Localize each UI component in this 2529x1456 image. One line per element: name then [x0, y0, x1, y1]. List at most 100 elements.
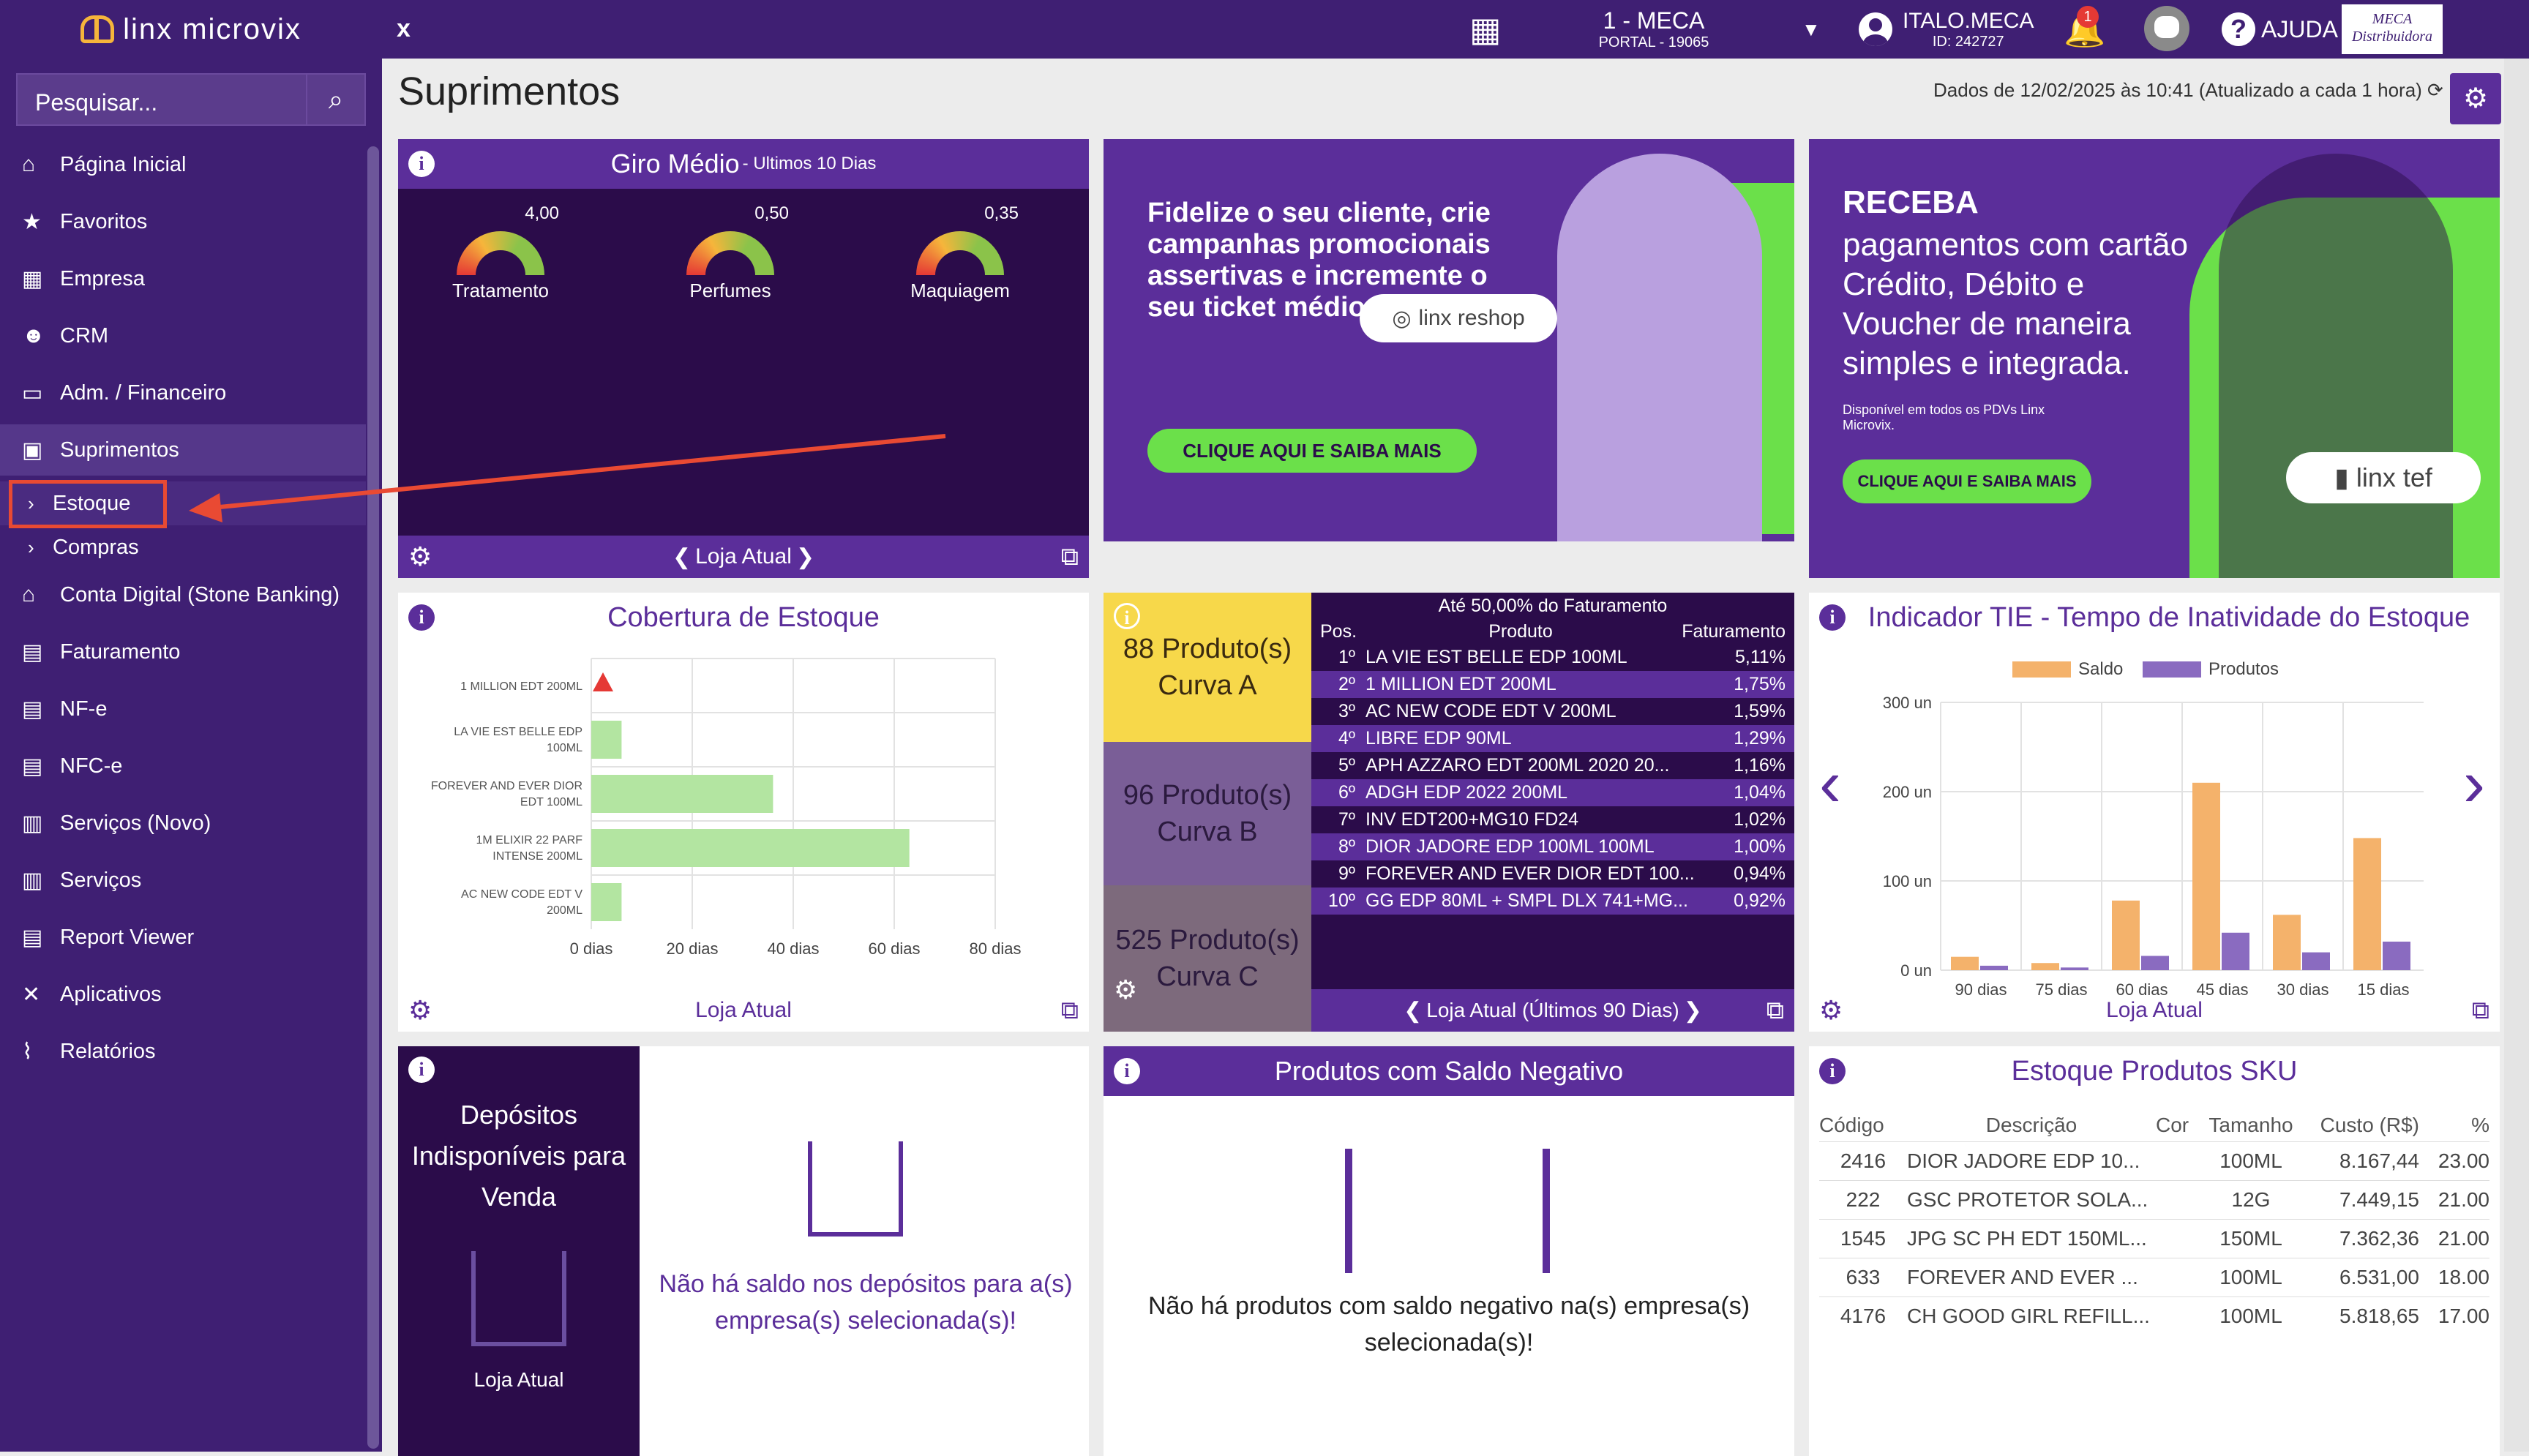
help-button[interactable]: ? AJUDA [2222, 0, 2338, 59]
store-selector[interactable]: 1 - MECA PORTAL - 19065 [1573, 0, 1734, 59]
sidebar-item-label: Compras [53, 535, 139, 559]
cell: 1,00% [1734, 836, 1786, 857]
external-link-icon[interactable]: ⧉ [1766, 996, 1784, 1024]
table-row[interactable]: 4º LIBRE EDP 90ML 1,29% [1311, 725, 1794, 752]
table-row[interactable]: 1545 JPG SC PH EDT 150ML... 150ML 7.362,36 2… [1819, 1218, 2489, 1258]
panel-title: Cobertura de Estoque [607, 601, 880, 633]
search-icon[interactable]: ⌕ [307, 73, 366, 126]
building-icon[interactable]: ▦ [1469, 10, 1502, 48]
table-row[interactable]: 7º INV EDT200+MG10 FD24 1,02% [1311, 806, 1794, 833]
curva-c-block[interactable]: 525 Produto(s) Curva C [1104, 885, 1311, 1032]
table-row[interactable]: 9º FOREVER AND EVER DIOR EDT 100... 0,94% [1311, 860, 1794, 888]
chevron-left-icon[interactable]: ❮ [672, 544, 692, 569]
footer-label[interactable]: Loja Atual [695, 998, 792, 1022]
sidebar-item-conta-digital[interactable]: ⌂ Conta Digital (Stone Banking) [0, 569, 366, 620]
gear-icon[interactable]: ⚙ [408, 541, 432, 571]
table-cell: 222 [1819, 1179, 1907, 1219]
table-row[interactable]: 2º 1 MILLION EDT 200ML 1,75% [1311, 671, 1794, 698]
banner-cta-button[interactable]: CLIQUE AQUI E SAIBA MAIS [1147, 429, 1477, 473]
caret-down-icon[interactable]: ▼ [1802, 18, 1821, 40]
sidebar-item-faturamento[interactable]: ▤ Faturamento [0, 626, 366, 678]
sidebar-item-adm-financeiro[interactable]: ▭ Adm. / Financeiro [0, 367, 366, 419]
chevron-right-icon[interactable]: ❯ [1683, 998, 1702, 1023]
curva-col-headers: Pos. Produto Faturamento [1311, 619, 1794, 644]
chevron-left-icon[interactable]: ❮ [1404, 998, 1423, 1023]
table-row[interactable]: 633 FOREVER AND EVER ... 100ML 6.531,00 18.0… [1819, 1257, 2489, 1296]
sidebar-subitem-compras[interactable]: › Compras [0, 525, 366, 569]
cell: 1 MILLION EDT 200ML [1365, 674, 1556, 694]
astronaut-avatar[interactable] [2144, 6, 2189, 51]
info-icon[interactable]: i [408, 1057, 435, 1083]
sidebar-item-nfe[interactable]: ▤ NF-e [0, 683, 366, 735]
tools-icon: ✕ [22, 982, 41, 1007]
table-cell: 4176 [1819, 1296, 1907, 1335]
sidebar-item-pagina-inicial[interactable]: ⌂ Página Inicial [0, 139, 366, 190]
gear-icon[interactable]: ⚙ [1819, 995, 1843, 1025]
sidebar-item-label: Serviços [60, 868, 142, 892]
info-icon[interactable]: i [408, 151, 435, 177]
table-cell: 18.00 [2419, 1257, 2489, 1296]
y-tick-label: 300 un [1883, 694, 1932, 712]
sidebar-item-label: Serviços (Novo) [60, 811, 211, 835]
sidebar-item-crm[interactable]: ☻ CRM [0, 310, 366, 361]
table-row[interactable]: 4176 CH GOOD GIRL REFILL... 100ML 5.818,65 1… [1819, 1296, 2489, 1335]
info-icon[interactable]: i [1819, 604, 1846, 631]
footer-label[interactable]: Loja Atual [2106, 998, 2203, 1022]
gear-icon[interactable]: ⚙ [1114, 975, 1138, 1005]
refresh-icon[interactable]: ⟳ [2427, 79, 2443, 101]
gear-icon[interactable]: ⚙ [408, 995, 432, 1025]
table-cell: 21.00 [2419, 1179, 2489, 1219]
external-link-icon[interactable]: ⧉ [1060, 542, 1079, 571]
bar [2031, 963, 2059, 970]
external-link-icon[interactable]: ⧉ [2471, 996, 2489, 1024]
curva-a-block[interactable]: 88 Produto(s) Curva A [1104, 593, 1311, 742]
table-cell: DIOR JADORE EDP 10... [1907, 1141, 2156, 1180]
search-input[interactable]: Pesquisar... [16, 73, 307, 126]
info-icon[interactable]: i [1819, 1058, 1846, 1084]
tef-banner[interactable]: RECEBA pagamentos com cartão Crédito, Dé… [1809, 139, 2500, 578]
tef-pill: ▮ linx tef [2286, 452, 2481, 503]
chevron-right-icon[interactable]: ❯ [795, 544, 815, 569]
table-row[interactable]: 5º APH AZZARO EDT 200ML 2020 20... 1,16% [1311, 752, 1794, 779]
sidebar-item-aplicativos[interactable]: ✕ Aplicativos [0, 969, 366, 1020]
panel-footer: ❮ Loja Atual (Últimos 90 Dias) ❯ ⧉ [1311, 989, 1794, 1032]
banner-cta-button[interactable]: CLIQUE AQUI E SAIBA MAIS [1843, 459, 2091, 503]
panel-header: i Giro Médio - Ultimos 10 Dias [398, 139, 1089, 189]
chevron-left-icon[interactable]: ‹ [1819, 747, 1841, 820]
sidebar-item-nfce[interactable]: ▤ NFC-e [0, 740, 366, 792]
gauge-value: 4,00 [525, 203, 559, 223]
chevron-right-icon[interactable]: › [2463, 747, 2485, 820]
col-custo: Custo (R$) [2320, 1113, 2419, 1136]
sidebar-item-servicos-novo[interactable]: ▥ Serviços (Novo) [0, 798, 366, 849]
sidebar-item-servicos[interactable]: ▥ Serviços [0, 855, 366, 906]
info-icon[interactable]: i [1114, 1058, 1140, 1084]
table-row[interactable]: 1º LA VIE EST BELLE EDP 100ML 5,11% [1311, 644, 1794, 671]
sidebar-scrollbar[interactable] [367, 146, 379, 1449]
info-icon[interactable]: i [1114, 603, 1140, 629]
table-row[interactable]: 2416 DIOR JADORE EDP 10... 100ML 8.167,44 23… [1819, 1141, 2489, 1180]
sidebar-subitem-estoque[interactable]: › Estoque [0, 481, 366, 525]
user-menu[interactable]: ITALO.MECA ID: 242727 [1859, 0, 2034, 59]
table-row[interactable]: 10º GG EDP 80ML + SMPL DLX 741+MG... 0,92% [1311, 888, 1794, 915]
table-row[interactable]: 6º ADGH EDP 2022 200ML 1,04% [1311, 779, 1794, 806]
logo[interactable]: linx microvix [0, 0, 382, 59]
table-row[interactable]: 3º AC NEW CODE EDT V 200ML 1,59% [1311, 698, 1794, 725]
curva-b-block[interactable]: 96 Produto(s) Curva B [1104, 742, 1311, 885]
main-scrollbar[interactable] [2504, 59, 2529, 1452]
cell: 5,11% [1734, 647, 1786, 667]
sidebar-item-empresa[interactable]: ▦ Empresa [0, 253, 366, 304]
bar [1951, 956, 1979, 970]
sidebar-item-suprimentos[interactable]: ▣ Suprimentos [0, 424, 366, 476]
sidebar-item-favoritos[interactable]: ★ Favoritos [0, 196, 366, 247]
close-menu-button[interactable]: x [397, 15, 411, 42]
reshop-banner[interactable]: Fidelize o seu cliente, crie campanhas p… [1104, 139, 1794, 541]
sidebar-item-relatorios[interactable]: ⌇ Relatórios [0, 1026, 366, 1077]
external-link-icon[interactable]: ⧉ [1060, 996, 1079, 1024]
info-icon[interactable]: i [408, 604, 435, 631]
cobertura-chart: 0 dias 20 dias 40 dias 60 dias 80 dias 1 MILL… [431, 658, 1021, 958]
table-row[interactable]: 8º DIOR JADORE EDP 100ML 100ML 1,00% [1311, 833, 1794, 860]
table-row[interactable]: 222 GSC PROTETOR SOLA... 12G 7.449,15 21.00 [1819, 1179, 2489, 1219]
settings-button[interactable]: ⚙ [2450, 73, 2501, 124]
side-footer[interactable]: Loja Atual [473, 1368, 564, 1391]
sidebar-item-report-viewer[interactable]: ▤ Report Viewer [0, 912, 366, 963]
